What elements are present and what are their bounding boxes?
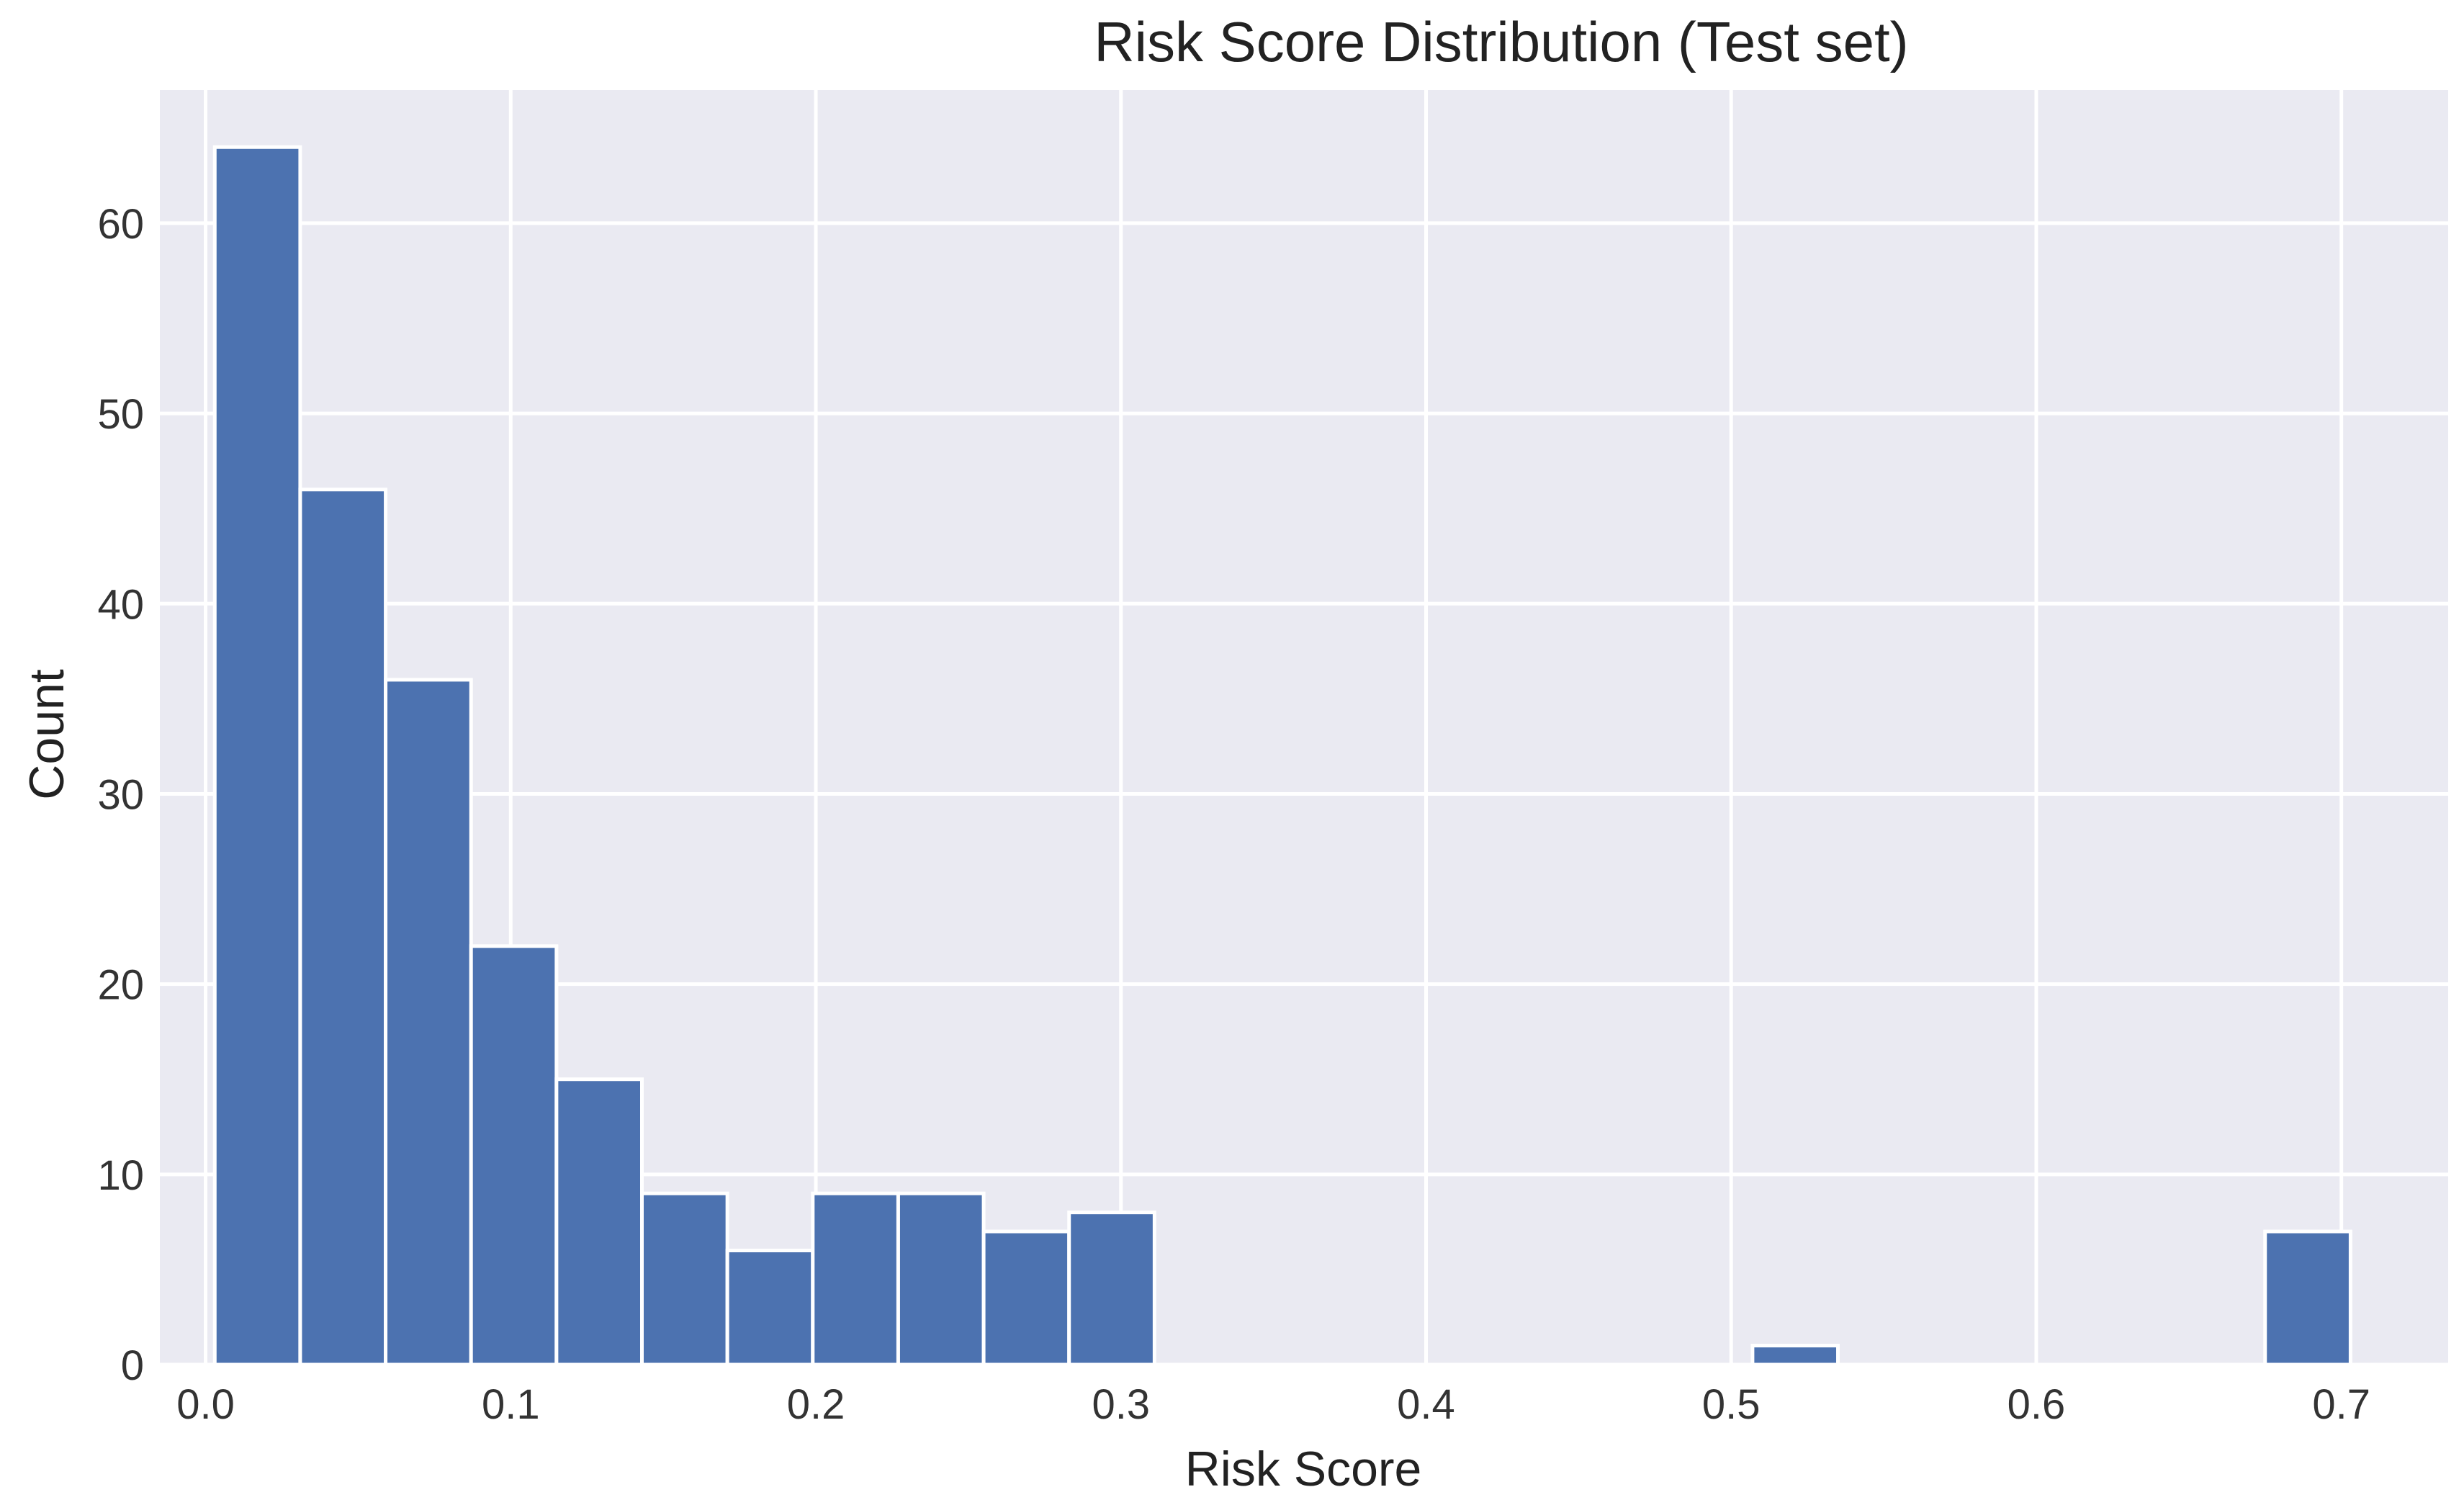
y-tick-label: 40 (97, 581, 144, 628)
x-tick-label: 0.2 (787, 1381, 845, 1428)
histogram-bar (469, 944, 559, 1367)
y-axis-label: Count (19, 669, 74, 800)
histogram-bar (384, 678, 473, 1367)
y-tick-label: 10 (97, 1152, 144, 1199)
histogram-bar (811, 1191, 900, 1367)
histogram-bar (554, 1077, 644, 1367)
y-tick-label: 50 (97, 391, 144, 438)
chart-title: Risk Score Distribution (Test set) (1094, 10, 1908, 73)
y-tick-labels: 0 10 20 30 40 50 60 (97, 201, 144, 1389)
x-tick-label: 0.3 (1092, 1381, 1150, 1428)
histogram-bar (981, 1229, 1071, 1367)
histogram-bar (1750, 1344, 1840, 1367)
histogram-bar (1067, 1211, 1156, 1367)
histogram-bar (896, 1191, 986, 1367)
x-axis-label: Risk Score (1185, 1442, 1422, 1496)
histogram-bar (298, 488, 388, 1367)
x-tick-label: 0.4 (1397, 1381, 1455, 1428)
histogram-bar (639, 1191, 729, 1367)
x-tick-label: 0.0 (176, 1381, 235, 1428)
histogram-bar (212, 145, 302, 1367)
x-tick-label: 0.1 (482, 1381, 540, 1428)
x-tick-labels: 0.0 0.1 0.2 0.3 0.4 0.5 0.6 0.7 (176, 1381, 2370, 1428)
y-tick-label: 60 (97, 201, 144, 248)
y-tick-label: 30 (97, 771, 144, 818)
x-tick-label: 0.6 (2007, 1381, 2066, 1428)
bars (212, 145, 2352, 1367)
x-tick-label: 0.7 (2312, 1381, 2370, 1428)
histogram-bar (2263, 1229, 2352, 1367)
histogram-bar (725, 1248, 815, 1367)
x-tick-label: 0.5 (1702, 1381, 1761, 1428)
y-tick-label: 20 (97, 962, 144, 1009)
y-tick-label: 0 (121, 1342, 144, 1389)
